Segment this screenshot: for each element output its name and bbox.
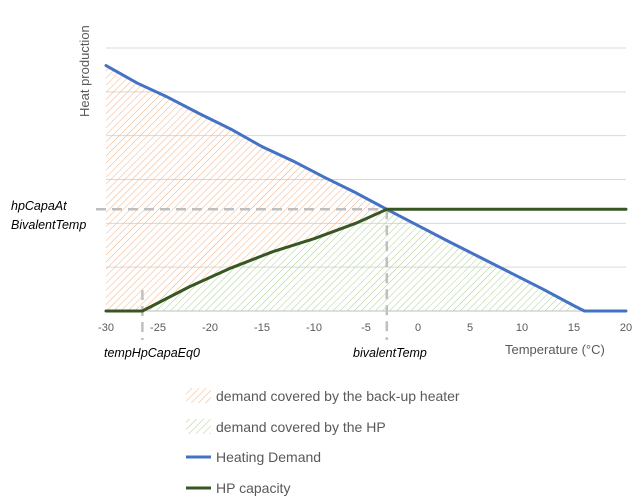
x-tick-label: -25 (150, 322, 166, 334)
x-tick-label: 15 (568, 322, 580, 334)
area-hp-covered (106, 209, 626, 311)
x-tick-label: 0 (415, 322, 421, 334)
legend: demand covered by the back-up heater dem… (186, 388, 460, 496)
x-tick-label: -10 (306, 322, 322, 334)
y-axis-title: Heat production (77, 25, 92, 117)
series-layer (104, 64, 628, 313)
legend-label-backup-heater: demand covered by the back-up heater (216, 388, 460, 404)
x-tick-label: -20 (202, 322, 218, 334)
x-tick-labels: -30 -25 -20 -15 -10 -5 0 5 10 15 20 (98, 322, 632, 334)
x-marker-right-label: bivalentTemp (353, 346, 427, 360)
x-marker-left-label: tempHpCapaEq0 (104, 346, 200, 360)
legend-label-heating-demand: Heating Demand (216, 449, 321, 465)
x-tick-label: -5 (361, 322, 371, 334)
x-tick-label: 5 (467, 322, 473, 334)
y-marker-label-line2: BivalentTemp (11, 218, 86, 232)
x-axis-title: Temperature (°C) (505, 342, 605, 357)
y-marker-label-line1: hpCapaAt (11, 199, 67, 213)
area-layer (106, 65, 626, 312)
legend-swatch-hp (186, 419, 211, 434)
x-tick-label: -30 (98, 322, 114, 334)
x-tick-label: -15 (254, 322, 270, 334)
legend-swatch-backup-heater (186, 388, 211, 403)
legend-label-hp: demand covered by the HP (216, 419, 386, 435)
series-hp-capacity-line (104, 207, 628, 313)
series-heating-demand-line (104, 64, 628, 313)
legend-label-hp-capacity: HP capacity (216, 480, 290, 496)
area-backup-heater (106, 65, 387, 312)
x-tick-label: 10 (516, 322, 528, 334)
x-tick-label: 20 (620, 322, 632, 334)
marker-lines (96, 208, 389, 340)
